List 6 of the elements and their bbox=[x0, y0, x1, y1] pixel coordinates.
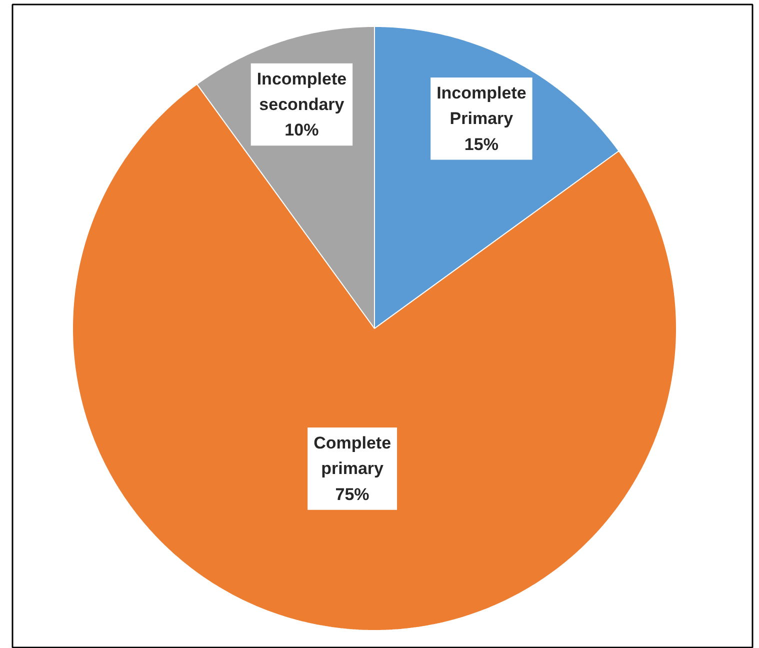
slice-label: Incomplete secondary bbox=[256, 69, 347, 114]
slice-label: Incomplete Primary bbox=[436, 83, 526, 128]
data-label: 10% bbox=[284, 120, 319, 140]
data-label: 15% bbox=[464, 134, 498, 154]
slice-label: Complete primary bbox=[314, 434, 392, 478]
data-label: 75% bbox=[335, 484, 370, 504]
